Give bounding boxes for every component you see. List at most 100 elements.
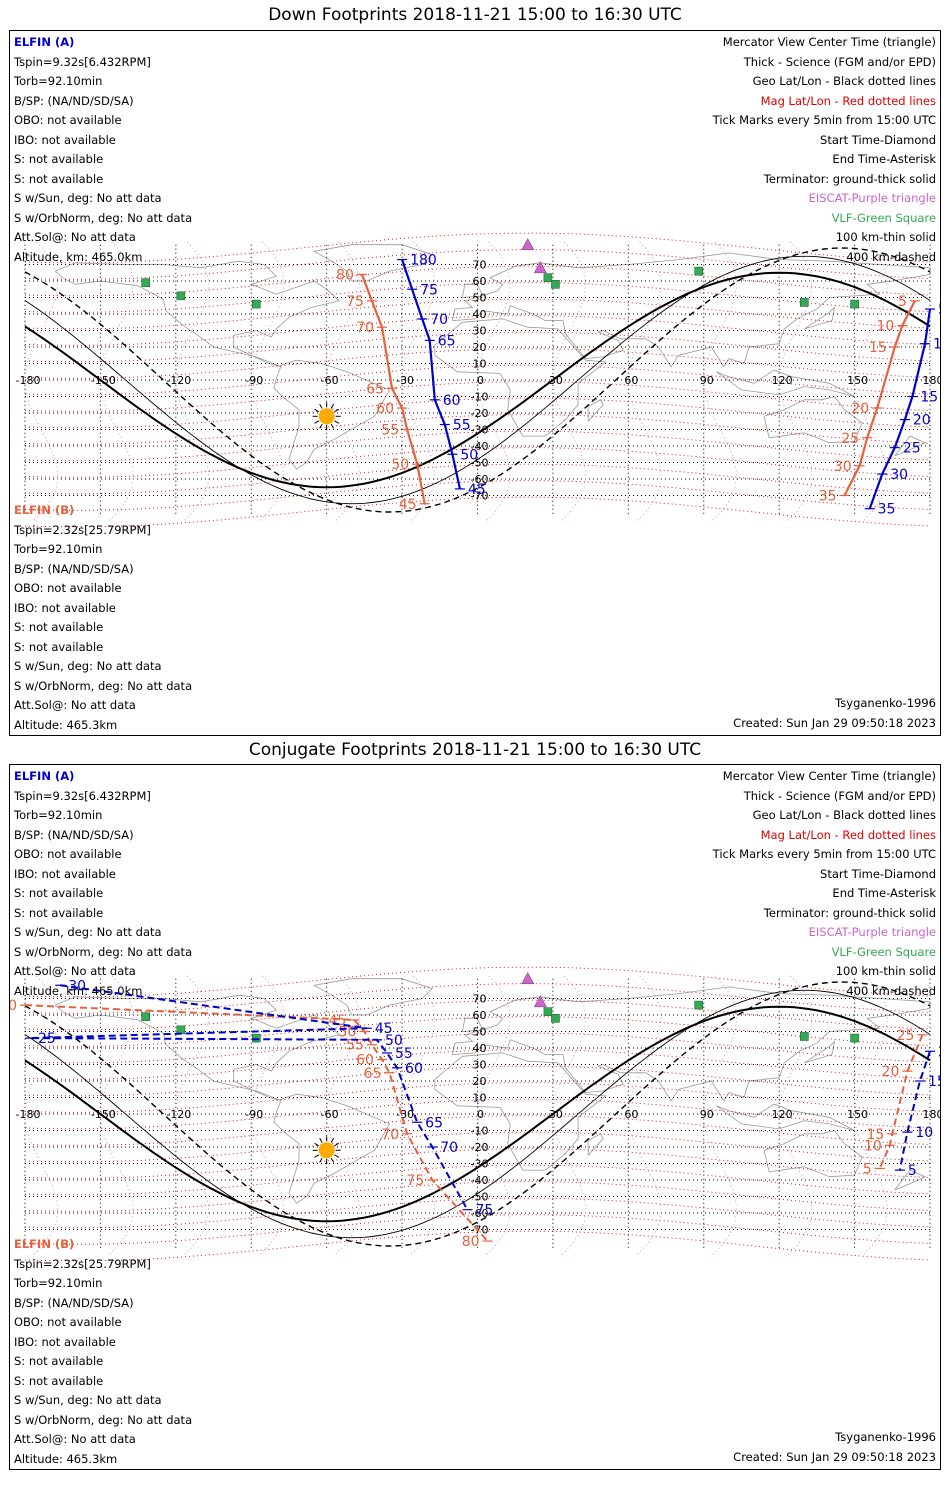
sun-ray	[319, 1137, 323, 1143]
info-line: S: not available	[14, 905, 104, 920]
continent-outline	[587, 399, 604, 422]
info-line: Tspin=9.32s[6.432RPM]	[14, 54, 151, 69]
lon-tick-label: 180	[923, 1108, 941, 1121]
tick-label: 20	[938, 1044, 940, 1060]
mag-parallel	[24, 999, 931, 1031]
continent-outline	[54, 260, 341, 368]
sun-icon	[318, 1142, 335, 1159]
legend-item: 100 km-thin solid	[835, 964, 936, 978]
panel-title-conjugate: Conjugate Footprints 2018-11-21 15:00 to…	[248, 740, 702, 760]
info-line: S: not available	[14, 171, 104, 186]
mag-parallel	[24, 298, 931, 330]
elfin-a-name: ELFIN (A)	[14, 35, 75, 49]
tick-label: 35	[819, 489, 837, 505]
tick-label: 50	[391, 457, 409, 473]
lon-tick-label: 180	[923, 374, 941, 387]
vlf-station-marker	[251, 1033, 261, 1043]
panel-title-down: Down Footprints 2018-11-21 15:00 to 16:3…	[268, 5, 682, 25]
info-line: S: not available	[14, 152, 104, 166]
tick-label: 60	[376, 401, 394, 417]
continent-outline	[587, 1133, 604, 1156]
info-line: B/SP: (NA/ND/SD/SA)	[14, 561, 134, 576]
legend-item: Geo Lat/Lon - Black dotted lines	[752, 808, 936, 822]
info-line: Torb=92.10min	[14, 808, 103, 822]
continent-outline	[804, 1040, 836, 1064]
eiscat-station-marker	[521, 972, 535, 984]
tick-label: 55	[381, 423, 399, 439]
tick-label: 65	[364, 1066, 382, 1082]
info-line: S w/OrbNorm, deg: No att data	[14, 210, 193, 225]
footprint-track	[360, 274, 426, 505]
lon-tick-label: 0	[477, 1108, 484, 1121]
mag-parallel	[24, 265, 931, 297]
tick-label: 10	[933, 337, 940, 353]
lat-tick-label: -20	[471, 407, 489, 420]
tick-label: 80	[336, 267, 354, 283]
sun-ray	[330, 403, 335, 409]
tick-label: 75	[420, 282, 438, 298]
vlf-station-marker	[543, 273, 553, 282]
sun-ray	[334, 1142, 340, 1147]
info-line: Altitude: 465.3km	[14, 717, 118, 732]
mag-parallel	[24, 1115, 931, 1146]
vlf-station-marker	[551, 280, 560, 289]
tick-label: 10	[864, 1138, 882, 1154]
tick-label: 45	[399, 497, 417, 513]
legend: Mercator View Center Time (triangle) Thi…	[713, 33, 936, 267]
tick-label: 10	[877, 319, 895, 335]
lon-tick-label: -30	[396, 1108, 414, 1121]
lon-tick-label: 60	[624, 374, 638, 387]
tick-label: 30	[834, 459, 852, 475]
tick-label: 70	[356, 320, 374, 336]
lat-tick-label: 10	[473, 1092, 487, 1105]
continent-outline	[763, 1130, 863, 1178]
lon-tick-label: -120	[166, 374, 191, 387]
lat-tick-label: -40	[471, 1174, 489, 1187]
lon-tick-label: -90	[245, 374, 263, 387]
mag-parallel	[24, 496, 931, 528]
continent-outline	[312, 978, 434, 1016]
info-line: S: not available	[14, 1354, 104, 1368]
legend-item: End Time-Asterisk	[832, 152, 936, 166]
mag-parallel	[24, 1197, 931, 1229]
tick-label: 75	[475, 1203, 493, 1219]
lon-tick-label: -30	[396, 374, 414, 387]
mag-parallel	[24, 282, 931, 313]
mag-parallel	[24, 463, 931, 495]
info-line: OBO: not available	[14, 581, 122, 595]
tick-label: 80	[462, 1234, 480, 1250]
legend-item: Terminator: ground-thick solid	[763, 905, 936, 920]
elfin-b-info: ELFIN (B) Tspin=2.32s[25.79RPM] Torb=92.…	[14, 1235, 192, 1469]
lat-tick-label: -70	[471, 490, 489, 503]
continent-outline	[273, 359, 391, 470]
tick-label: 10	[915, 1125, 933, 1141]
tick-label: 45	[328, 1013, 346, 1029]
lat-tick-label: -20	[471, 1141, 489, 1154]
tick-label: 50	[460, 447, 478, 463]
info-line: OBO: not available	[14, 1315, 122, 1329]
tick-label: 5	[908, 1163, 917, 1179]
legend-item: Thick - Science (FGM and/or EPD)	[743, 54, 936, 69]
tick-label: 25	[38, 1031, 56, 1047]
terminator-ground	[24, 1005, 931, 1223]
mag-parallel	[24, 966, 931, 998]
continent-outline	[804, 306, 836, 330]
lon-tick-label: -90	[245, 1108, 263, 1121]
tick-label: 25	[841, 431, 859, 447]
info-line: Att.Sol@: No att data	[14, 698, 136, 712]
terminator-ground	[24, 271, 931, 489]
tick-label: 5	[938, 302, 940, 318]
mag-parallel	[24, 364, 931, 396]
sun-ray	[314, 1142, 320, 1147]
info-line: S: not available	[14, 1373, 104, 1388]
lat-tick-label: -30	[471, 424, 489, 437]
tick-label: 20	[913, 413, 931, 429]
tick-label: 55	[395, 1046, 413, 1062]
tick-label: 65	[425, 1115, 443, 1131]
info-line: Altitude, km: 465.0km	[14, 983, 143, 998]
tick-label: 25	[903, 441, 921, 457]
mag-parallel	[24, 1098, 931, 1130]
tick-label: 15	[928, 1074, 940, 1090]
legend-item: Mercator View Center Time (triangle)	[722, 35, 936, 49]
terminator-100km	[24, 989, 931, 1239]
